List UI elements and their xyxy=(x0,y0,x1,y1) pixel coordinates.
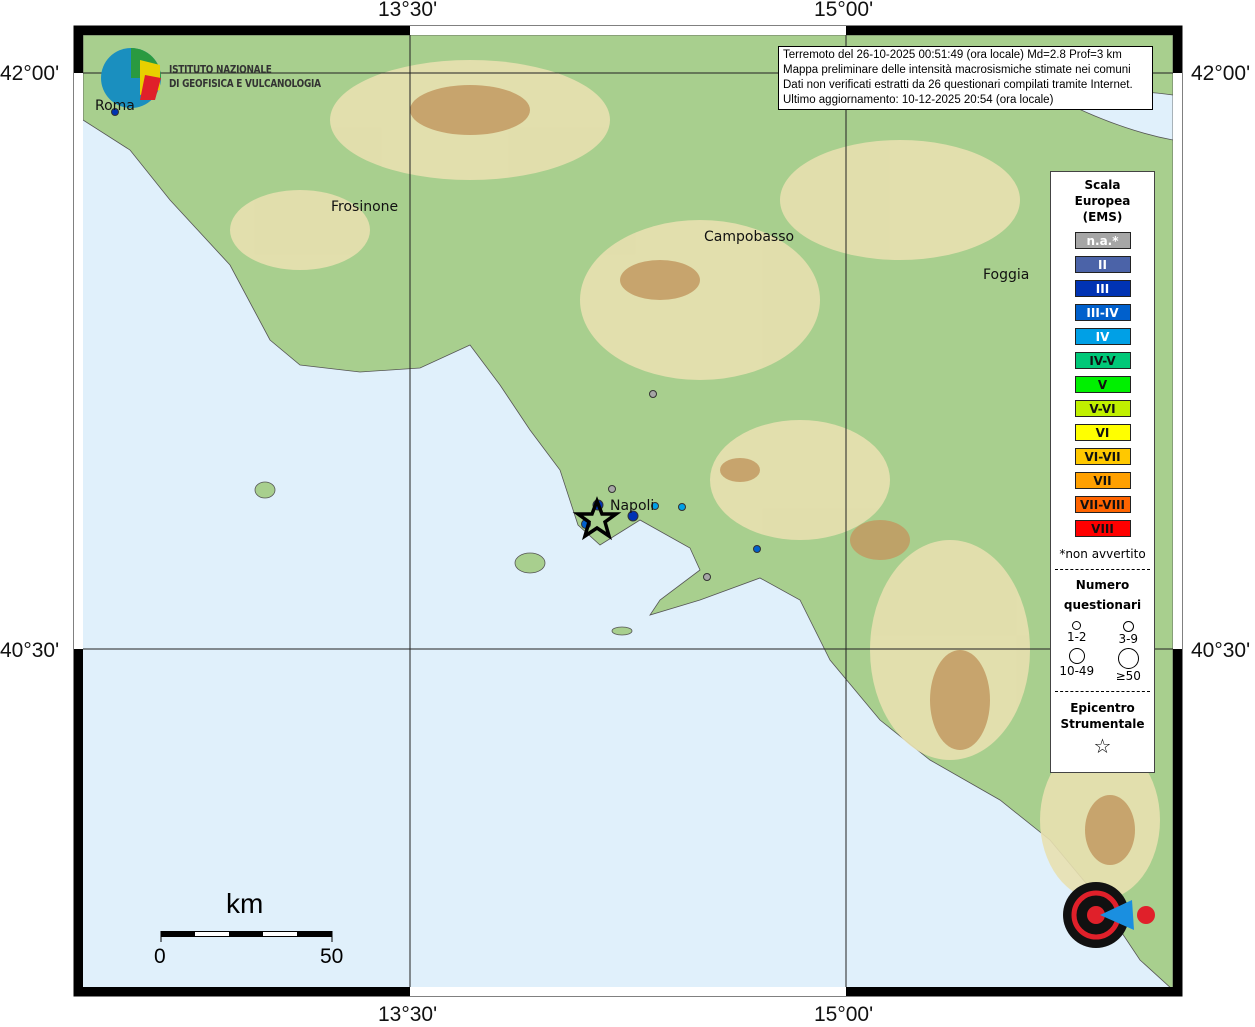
city-label: Roma xyxy=(95,98,135,114)
map-frame xyxy=(73,25,1183,997)
divider xyxy=(1055,691,1150,692)
legend-class-swatch: VII-VIII xyxy=(1074,496,1131,513)
legend-epicenter-title: Epicentro Strumentale xyxy=(1051,700,1154,732)
point-iii[interactable] xyxy=(111,108,119,116)
legend-class-swatch: III-IV xyxy=(1074,304,1131,321)
lat-tick-left: 42°00' xyxy=(0,62,60,85)
info-line: Ultimo aggiornamento: 10-12-2025 20:54 (… xyxy=(783,94,1054,106)
point-iv[interactable] xyxy=(651,502,659,510)
point-na[interactable] xyxy=(608,485,616,493)
city-label: Frosinone xyxy=(331,199,399,215)
legend-epicenter-line: Strumentale xyxy=(1060,717,1145,731)
city-label: Napoli xyxy=(610,498,655,514)
legend-count-title-line: Numero xyxy=(1075,578,1130,592)
point-iv[interactable] xyxy=(678,503,686,511)
info-line: Terremoto del 26-10-2025 00:51:49 (ora l… xyxy=(783,49,1122,61)
graticule xyxy=(83,35,1173,987)
legend-class-swatch: IV xyxy=(1074,328,1131,345)
legend-note: *non avvertito xyxy=(1059,547,1146,561)
lon-tick-top: 15°00' xyxy=(814,0,874,21)
city-label: Foggia xyxy=(983,267,1030,283)
epicenter-star-icon[interactable] xyxy=(572,496,622,541)
legend-class-swatch: VII xyxy=(1074,472,1131,489)
point-na[interactable] xyxy=(649,390,657,398)
lon-tick-bottom: 15°00' xyxy=(814,1003,874,1026)
point-na[interactable] xyxy=(703,573,711,581)
legend-class-swatch: II xyxy=(1074,256,1131,273)
lat-tick-right: 40°30' xyxy=(1191,639,1251,662)
legend-class-swatch: IV-V xyxy=(1074,352,1131,369)
legend-class-swatch: V xyxy=(1074,376,1131,393)
scale-unit: km xyxy=(226,888,264,919)
lon-tick-bottom: 13°30' xyxy=(378,1003,438,1026)
legend-class-swatch: VI-VII xyxy=(1074,448,1131,465)
legend-class-swatch: V-VI xyxy=(1074,400,1131,417)
legend: Scala Europea (EMS) n.a.* II III III-IV IV IV… xyxy=(1050,171,1155,773)
ingv-line: DI GEOFISICA E VULCANOLOGIA xyxy=(169,78,321,90)
legend-title-line: (EMS) xyxy=(1082,210,1123,224)
circle-size-icon xyxy=(1122,621,1134,632)
divider xyxy=(1055,569,1150,570)
info-line: Mappa preliminare delle intensità macros… xyxy=(783,64,1131,76)
hsit-logo-icon xyxy=(1063,882,1155,948)
legend-class-swatch: VIII xyxy=(1074,520,1131,537)
scale-max: 50 xyxy=(320,945,344,968)
lon-tick-top: 13°30' xyxy=(378,0,438,21)
scale-min: 0 xyxy=(154,945,166,968)
point-iii-iv[interactable] xyxy=(753,545,761,553)
legend-class-swatch: n.a.* xyxy=(1074,232,1131,249)
count-label: 1-2 xyxy=(1066,630,1087,644)
circle-size-icon xyxy=(1072,621,1082,630)
legend-count-title: Numero questionari xyxy=(1051,575,1154,615)
circle-size-icon xyxy=(1068,648,1085,664)
legend-title-line: Europea xyxy=(1074,194,1131,208)
legend-title-line: Scala xyxy=(1084,178,1121,192)
legend-class-swatch: III xyxy=(1074,280,1131,297)
count-label: 10-49 xyxy=(1059,664,1095,678)
event-info-box: Terremoto del 26-10-2025 00:51:49 (ora l… xyxy=(778,46,1153,110)
ingv-logo-icon xyxy=(101,48,161,108)
legend-class-swatch: VI xyxy=(1074,424,1131,441)
point-iii[interactable] xyxy=(627,510,639,522)
lat-tick-right: 42°00' xyxy=(1191,62,1251,85)
ingv-line: ISTITUTO NAZIONALE xyxy=(169,64,272,76)
legend-count-title-line: questionari xyxy=(1063,598,1142,612)
scale-bar xyxy=(160,931,333,942)
ingv-logo-text: ISTITUTO NAZIONALE DI GEOFISICA E VULCAN… xyxy=(169,63,321,91)
legend-intensity-classes: n.a.* II III III-IV IV IV-V V V-VI VI VI-VII VII VI… xyxy=(1051,232,1154,537)
legend-count-classes: 1-2 3-9 10-49 ≥50 xyxy=(1051,621,1154,683)
info-line: Dati non verificati estratti da 26 quest… xyxy=(783,79,1133,91)
star-icon: ☆ xyxy=(1093,734,1112,758)
legend-title: Scala Europea (EMS) xyxy=(1051,177,1154,225)
legend-epicenter-line: Epicentro xyxy=(1070,701,1135,715)
circle-size-icon xyxy=(1117,648,1139,669)
land xyxy=(83,35,1173,987)
lat-tick-left: 40°30' xyxy=(0,639,60,662)
city-label: Campobasso xyxy=(704,229,795,245)
count-label: ≥50 xyxy=(1115,669,1141,683)
count-label: 3-9 xyxy=(1118,632,1139,646)
